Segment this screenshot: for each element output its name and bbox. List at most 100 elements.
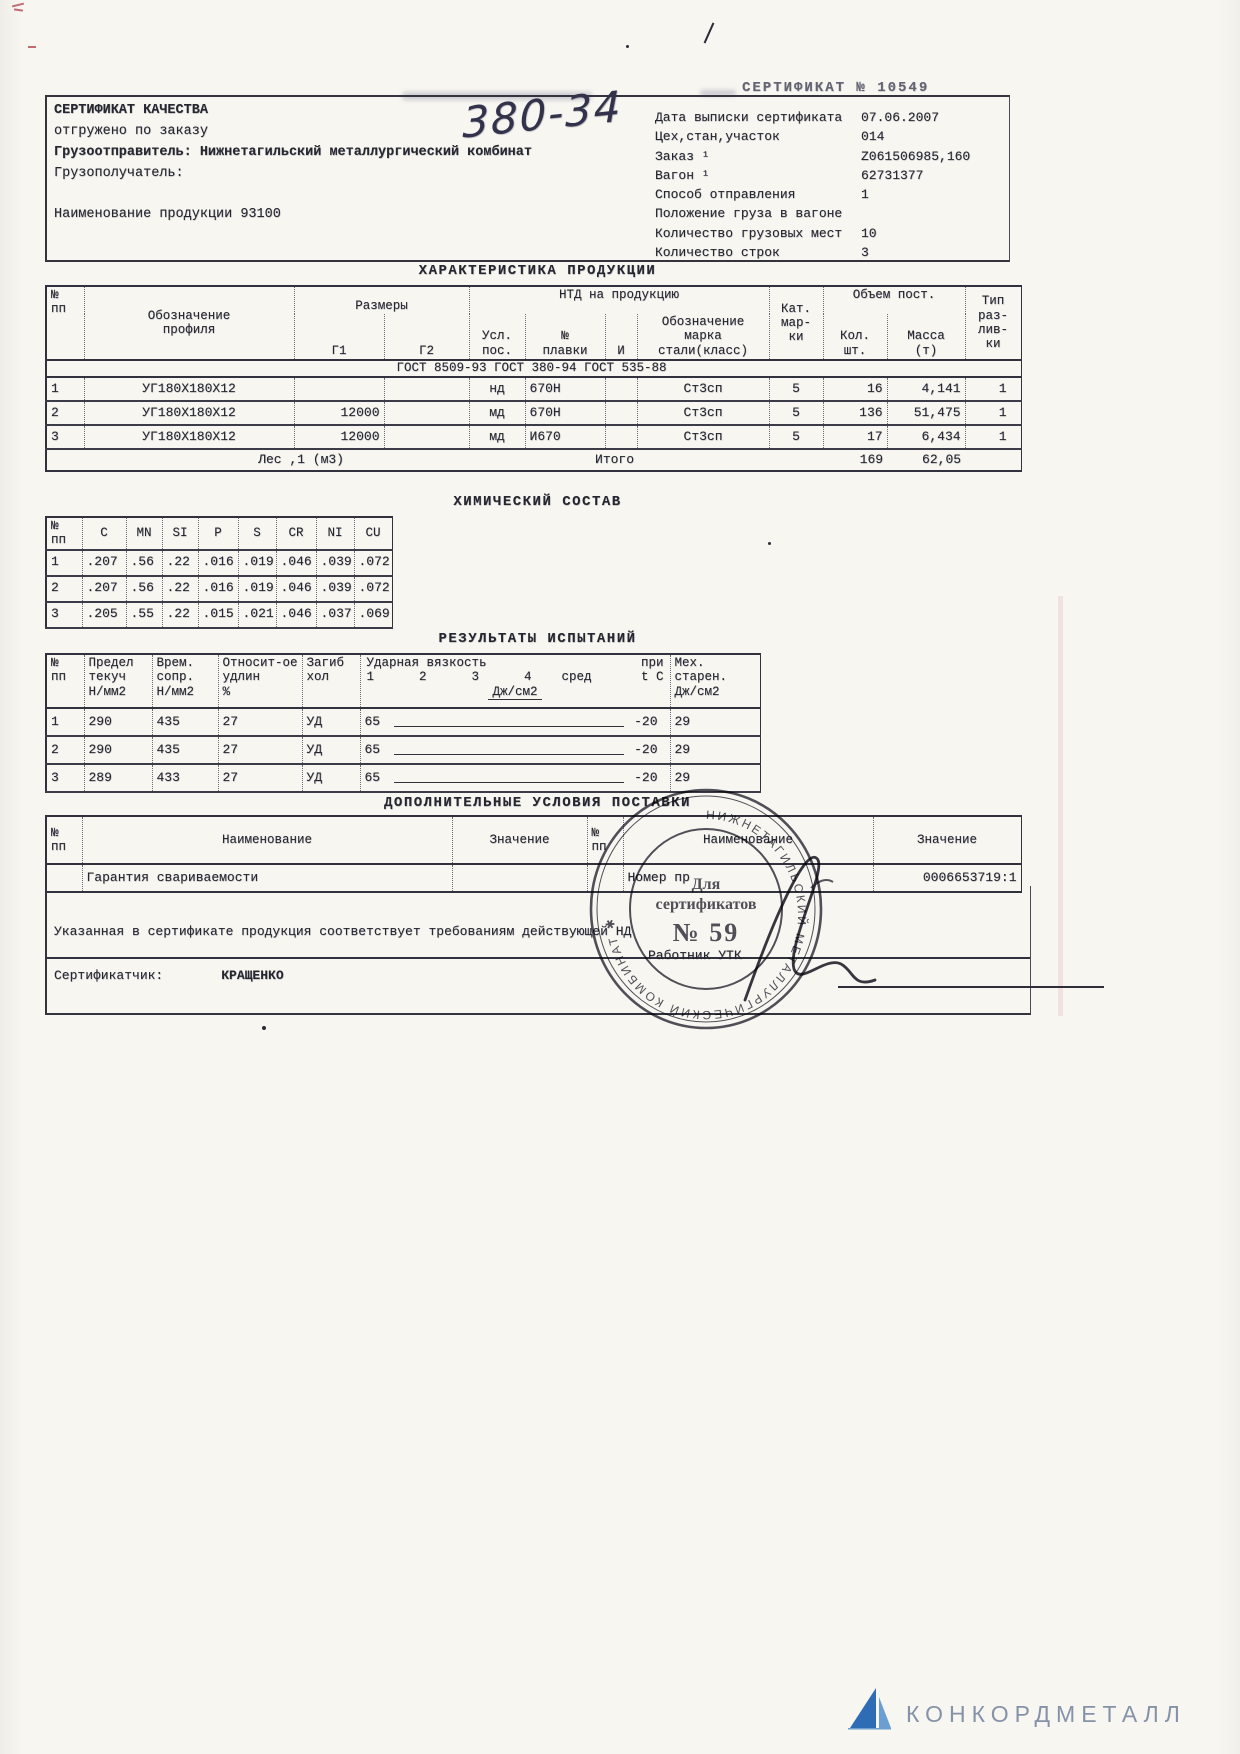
- stamp-line-1: Для: [692, 876, 721, 893]
- profile-cell: УГ180Х180Х12: [83, 425, 294, 450]
- col-ntd-header: НТД на продукцию: [468, 286, 770, 314]
- meta-value: 10: [861, 225, 877, 241]
- chemistry-row: 3 .205 .55 .22 .015 .021 .046 .037 .069: [46, 601, 392, 628]
- meta-label: Цех,стан,участок: [655, 129, 780, 145]
- g1-cell: 12000: [293, 425, 384, 450]
- tests-table: № пп Предел текуч Н/мм2 Врем. сопр. Н/мм…: [45, 653, 761, 793]
- aging-cell: 29: [669, 708, 760, 736]
- c-cell: .205: [81, 601, 126, 628]
- c-cell: .207: [81, 575, 126, 602]
- tests-row: 3 289 433 27 УД 65 -20 29: [46, 764, 760, 792]
- s-cell: .019: [237, 575, 276, 602]
- tests-table-header: № пп Предел текуч Н/мм2 Врем. сопр. Н/мм…: [46, 654, 760, 708]
- g2-cell: [383, 401, 470, 426]
- forest-volume-note: Лес ,1 (м3): [258, 452, 344, 468]
- col-sizes-header: Размеры: [293, 286, 470, 314]
- impact-temp-value: -20: [634, 769, 658, 785]
- col-value-header: Значение: [872, 816, 1021, 864]
- scan-artifact: [700, 90, 736, 96]
- col-cr-header: CR: [275, 517, 316, 550]
- col-qty-header: Кол. шт.: [822, 314, 888, 360]
- statement-box: Указанная в сертификате продукция соотве…: [45, 886, 1031, 1015]
- ni-cell: .039: [315, 549, 354, 576]
- col-ni-header: NI: [315, 517, 354, 550]
- stamp-line-2: сертификатов: [656, 896, 757, 913]
- bend-cell: УД: [301, 708, 360, 736]
- product-row: 1 УГ180Х180Х12 нд 670Н Ст3сп 5 16 4,141 …: [46, 377, 1022, 402]
- row-number-cell: 1: [51, 381, 59, 397]
- logo-text: КОНКОРДМЕТАЛЛ: [906, 1701, 1186, 1727]
- product-row: 3 УГ180Х180Х12 12000 мд И670 Ст3сп 5 17 …: [46, 425, 1022, 450]
- qty-cell: 136: [822, 401, 888, 426]
- col-p-header: P: [197, 517, 238, 550]
- impact-temp-value: -20: [634, 713, 658, 729]
- p-cell: .016: [197, 549, 238, 576]
- qty-cell: 17: [822, 425, 888, 450]
- meta-row: Положение груза в вагоне: [655, 204, 970, 223]
- impact-value: 65: [364, 741, 381, 757]
- impact-temp-label: t C: [640, 670, 664, 685]
- meta-label: Количество грузовых мест: [655, 225, 843, 241]
- shipper-line: Грузоотправитель: Нижнетагильский металл…: [54, 145, 532, 160]
- meta-label: Положение груза в вагоне: [655, 206, 843, 222]
- col-cu-header: CU: [353, 517, 392, 550]
- meta-label: Дата выписки сертификата: [655, 110, 843, 125]
- cast-type-cell: 1: [964, 425, 1022, 450]
- totals-label: Итого: [595, 452, 635, 468]
- steel-cell: Ст3сп: [636, 401, 770, 426]
- melt-cell: 670Н: [524, 377, 606, 402]
- chemistry-row: 1 .207 .56 .22 .016 .019 .046 .039 .072: [46, 549, 392, 576]
- elongation-cell: 27: [217, 764, 302, 792]
- product-section-title: ХАРАКТЕРИСТИКА ПРОДУКЦИИ: [418, 263, 657, 279]
- col-tensile-header: Врем. сопр. Н/мм2: [151, 654, 218, 708]
- col-value-header: Значение: [451, 816, 587, 864]
- impact-unit-label: Дж/см2: [488, 684, 542, 700]
- col-name-header: Наименование: [622, 816, 873, 864]
- si-cell: .22: [161, 549, 198, 576]
- cu-cell: .069: [353, 601, 392, 628]
- signature-line: [838, 986, 1104, 988]
- round-stamp: НИЖНЕТАГИЛЬСКИЙ МЕТАЛЛУРГИЧЕСКИЙ КОМБИНА…: [589, 788, 823, 1030]
- qty-cell: 16: [822, 377, 888, 402]
- col-cast-type-header: Тип раз- лив- ки: [964, 286, 1022, 360]
- yield-cell: 290: [83, 708, 152, 736]
- row-number-cell: 2: [51, 741, 59, 757]
- certifier-line: Сертификатчик: КРАЩЕНКО: [54, 968, 284, 983]
- s-cell: .019: [237, 549, 276, 576]
- col-aging-header: Мех. старен. Дж/см2: [669, 654, 760, 708]
- row-number-cell: 1: [51, 713, 59, 729]
- chemistry-section-title: ХИМИЧЕСКИЙ СОСТАВ: [453, 494, 622, 510]
- row-number-cell: 1: [51, 554, 59, 570]
- mass-cell: 51,475: [886, 401, 966, 426]
- elongation-cell: 27: [217, 708, 302, 736]
- handwritten-signature: [743, 855, 877, 1002]
- chemistry-row: 2 .207 .56 .22 .016 .019 .046 .039 .072: [46, 575, 392, 602]
- mn-cell: .56: [125, 549, 162, 576]
- impact-cell: 65 -20: [359, 736, 670, 764]
- col-steel-header: Обозначение марка стали(класс): [636, 314, 770, 360]
- totals-spacer: [769, 449, 823, 471]
- row-number-cell: 3: [51, 606, 59, 622]
- yield-cell: 289: [83, 764, 152, 792]
- totals-spacer: [46, 449, 84, 471]
- col-elongation-header: Относит-ое удлин %: [217, 654, 302, 708]
- totals-qty: 169: [859, 452, 884, 468]
- g2-cell: [383, 425, 470, 450]
- c-cell: .207: [81, 549, 126, 576]
- divider-line: [47, 957, 1030, 959]
- melt-cell: 670Н: [524, 401, 606, 426]
- leader-line: [394, 746, 625, 755]
- steel-cell: Ст3сп: [636, 377, 770, 402]
- scan-artifact: [28, 46, 36, 48]
- col-impact-header: Ударная вязкость при 1 2 3 4 сред t C Дж/с…: [359, 654, 670, 708]
- i-cell: [604, 377, 638, 402]
- impact-cell: 65 -20: [359, 708, 670, 736]
- product-table-header: № пп Обозначение профиля Размеры НТД на …: [46, 286, 1022, 360]
- s-cell: .021: [237, 601, 276, 628]
- meta-row: Способ отправления 1: [655, 185, 970, 204]
- meta-value: Z061506985,160: [861, 148, 971, 164]
- meta-row: Вагон ¹ 62731377: [655, 166, 970, 185]
- i-cell: [604, 425, 638, 450]
- meta-label: Способ отправления: [655, 187, 796, 203]
